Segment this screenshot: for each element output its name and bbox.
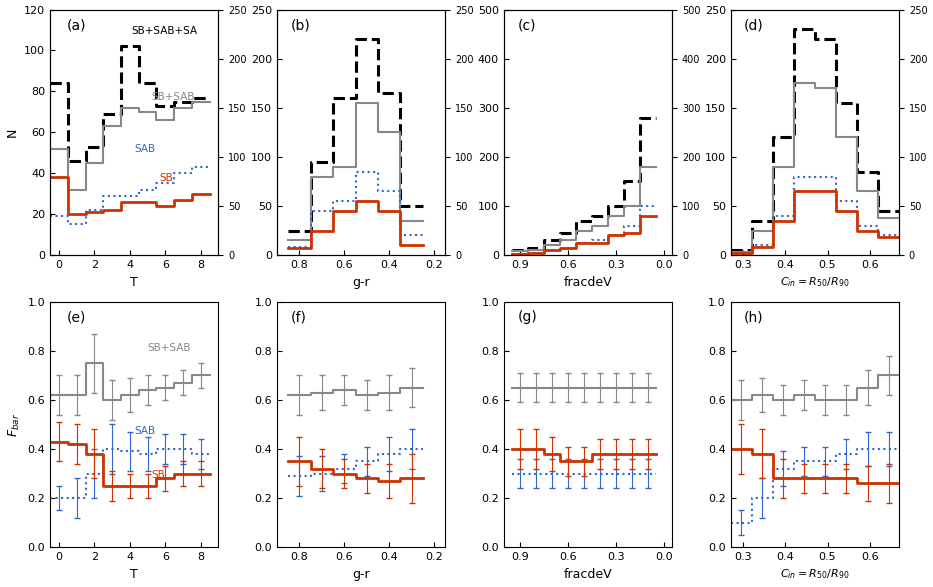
Text: SAB: SAB <box>134 426 156 436</box>
X-axis label: g-r: g-r <box>353 275 370 289</box>
Y-axis label: $F_{bar}$: $F_{bar}$ <box>7 413 22 437</box>
X-axis label: $C_{in}=R_{50}/R_{90}$: $C_{in}=R_{50}/R_{90}$ <box>780 275 850 289</box>
Text: (h): (h) <box>745 311 764 324</box>
X-axis label: $C_{in}=R_{50}/R_{90}$: $C_{in}=R_{50}/R_{90}$ <box>780 568 850 582</box>
X-axis label: T: T <box>131 568 138 581</box>
Text: SB+SAB: SB+SAB <box>147 343 191 353</box>
X-axis label: g-r: g-r <box>353 568 370 581</box>
Text: SB+SAB: SB+SAB <box>151 92 195 102</box>
Text: SB: SB <box>160 173 174 184</box>
Text: (a): (a) <box>67 18 87 32</box>
Text: (g): (g) <box>517 311 537 324</box>
Text: (e): (e) <box>67 311 87 324</box>
Text: (f): (f) <box>290 311 306 324</box>
X-axis label: T: T <box>131 275 138 289</box>
X-axis label: fracdeV: fracdeV <box>564 275 612 289</box>
Text: (c): (c) <box>517 18 536 32</box>
Text: (d): (d) <box>745 18 764 32</box>
Text: (b): (b) <box>290 18 310 32</box>
Text: SAB: SAB <box>134 144 156 154</box>
X-axis label: fracdeV: fracdeV <box>564 568 612 581</box>
Y-axis label: N: N <box>6 127 19 137</box>
Text: SB+SAB+SA: SB+SAB+SA <box>131 26 197 36</box>
Text: SB: SB <box>151 470 165 481</box>
